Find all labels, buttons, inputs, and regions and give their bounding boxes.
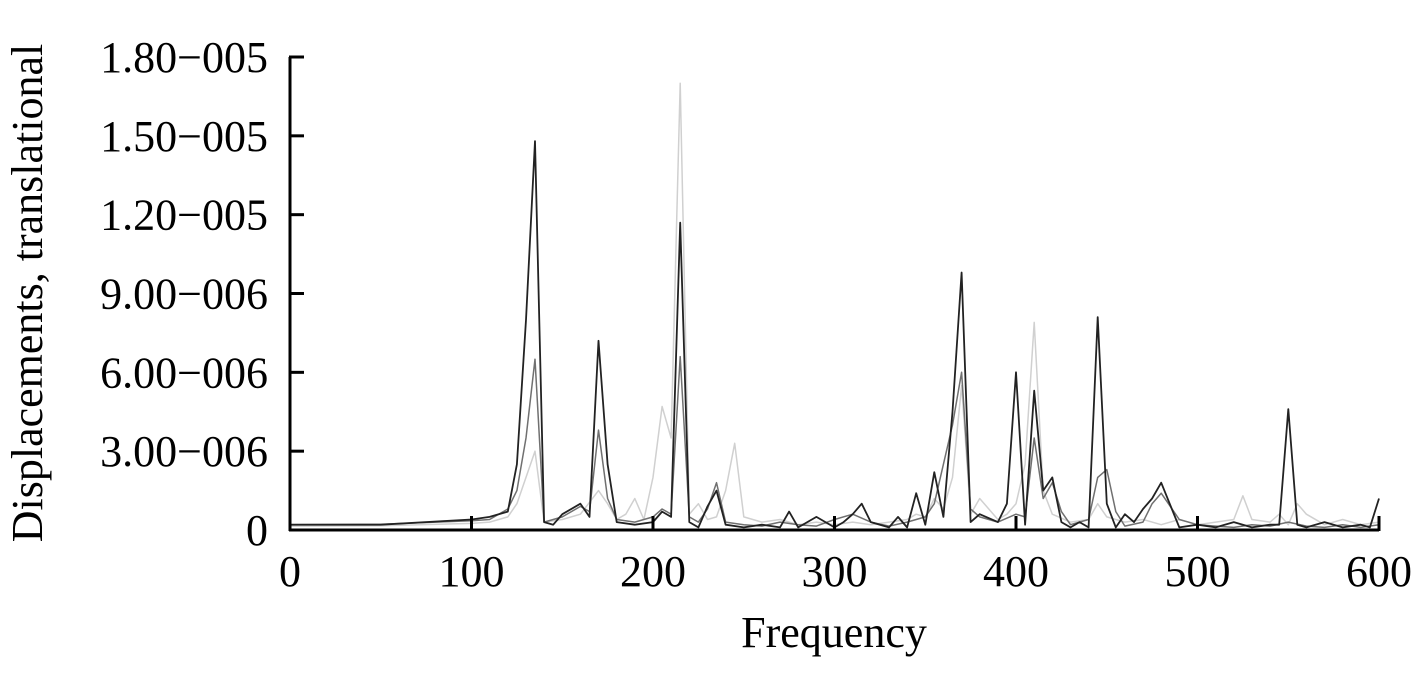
series-line-3 xyxy=(290,140,1380,529)
y-tick-label: 9.00−006 xyxy=(100,270,268,319)
x-tick-label: 400 xyxy=(983,547,1049,596)
x-axis-title: Frequency xyxy=(741,608,927,657)
y-tick-label: 0 xyxy=(246,506,268,555)
x-tick-label: 300 xyxy=(802,547,868,596)
y-axis-title: Displacements, translational xyxy=(3,44,52,543)
series-layer xyxy=(289,82,1380,529)
y-tick-label: 1.20−005 xyxy=(100,191,268,240)
x-tick-label: 200 xyxy=(620,547,686,596)
y-tick-label: 6.00−006 xyxy=(100,348,268,397)
y-tick-label: 3.00−006 xyxy=(100,427,268,476)
axes-layer xyxy=(288,57,1379,532)
tick-layer: 0 100 200 300 400 500 600 0 3.00−006 6.00−006 9.00… xyxy=(100,33,1412,596)
y-tick-label: 1.50−005 xyxy=(100,112,268,161)
series-line-2 xyxy=(289,355,1380,529)
y-tick-label: 1.80−005 xyxy=(100,33,268,82)
series-line-1 xyxy=(289,82,1380,527)
x-tick-label: 100 xyxy=(439,547,505,596)
x-tick-label: 500 xyxy=(1165,547,1231,596)
x-tick-label: 600 xyxy=(1346,547,1412,596)
x-tick-label: 0 xyxy=(279,547,301,596)
